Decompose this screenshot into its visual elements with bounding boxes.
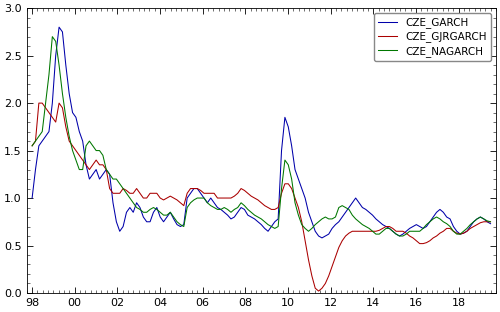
CZE_GJRGARCH (316, 289, 322, 293)
CZE_GARCH (96, 177, 102, 181)
CZE_GARCH (234, 210, 240, 214)
CZE_NAGARCH (488, 220, 494, 224)
Legend: CZE_GARCH, CZE_GJRGARCH, CZE_NAGARCH: CZE_GARCH, CZE_GJRGARCH, CZE_NAGARCH (374, 13, 490, 61)
CZE_GARCH (29, 196, 35, 200)
CZE_GARCH (390, 229, 396, 233)
CZE_GARCH (201, 196, 207, 200)
CZE_GJRGARCH (390, 227, 396, 230)
CZE_NAGARCH (396, 234, 402, 238)
Line: CZE_GJRGARCH: CZE_GJRGARCH (32, 103, 490, 291)
Line: CZE_NAGARCH: CZE_NAGARCH (32, 37, 490, 236)
CZE_GARCH (319, 236, 325, 240)
CZE_GJRGARCH (96, 163, 102, 167)
CZE_GJRGARCH (234, 192, 240, 195)
CZE_GARCH (56, 25, 62, 29)
CZE_NAGARCH (386, 227, 392, 230)
CZE_NAGARCH (316, 220, 322, 224)
CZE_NAGARCH (50, 35, 56, 38)
CZE_GJRGARCH (488, 220, 494, 224)
CZE_GJRGARCH (191, 187, 197, 190)
CZE_GJRGARCH (201, 192, 207, 195)
Line: CZE_GARCH: CZE_GARCH (32, 27, 490, 238)
CZE_GARCH (191, 187, 197, 190)
CZE_NAGARCH (29, 144, 35, 148)
CZE_GJRGARCH (36, 101, 42, 105)
CZE_GARCH (488, 222, 494, 226)
CZE_NAGARCH (191, 198, 197, 202)
CZE_GARCH (316, 234, 322, 238)
CZE_NAGARCH (234, 206, 240, 209)
CZE_GJRGARCH (319, 286, 325, 290)
CZE_NAGARCH (201, 196, 207, 200)
CZE_GJRGARCH (29, 144, 35, 148)
CZE_NAGARCH (96, 149, 102, 153)
